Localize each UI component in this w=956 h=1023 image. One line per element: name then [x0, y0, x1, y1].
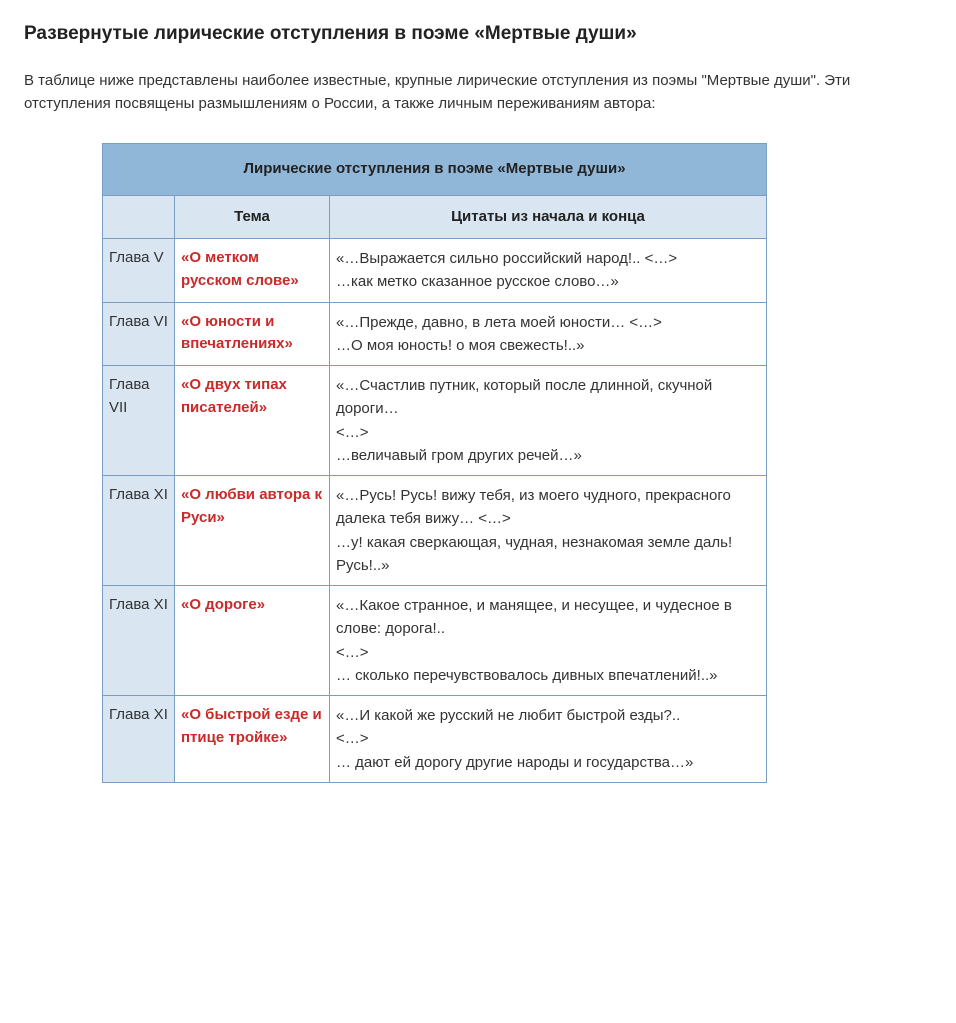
digressions-table: Лирические отступления в поэме «Мертвые …	[102, 143, 767, 783]
col-header-chapter	[103, 195, 175, 239]
cell-quote: «…Русь! Русь! вижу тебя, из моего чудног…	[330, 476, 767, 586]
col-header-quote: Цитаты из начала и конца	[330, 195, 767, 239]
col-header-topic: Тема	[175, 195, 330, 239]
table-row: Глава XI«О дороге»«…Какое странное, и ма…	[103, 586, 767, 696]
table-wrapper: Лирические отступления в поэме «Мертвые …	[102, 143, 932, 783]
cell-topic: «О метком русском слове»	[175, 239, 330, 303]
cell-chapter: Глава XI	[103, 476, 175, 586]
cell-topic: «О дороге»	[175, 586, 330, 696]
cell-topic: «О двух типах писателей»	[175, 366, 330, 476]
cell-quote: «…Выражается сильно российский народ!.. …	[330, 239, 767, 303]
cell-chapter: Глава VI	[103, 302, 175, 366]
cell-chapter: Глава XI	[103, 586, 175, 696]
cell-quote: «…Прежде, давно, в лета моей юности… <…>…	[330, 302, 767, 366]
table-row: Глава XI«О быстрой езде и птице тройке»«…	[103, 696, 767, 783]
table-row: Глава VI«О юности и впечатлениях»«…Прежд…	[103, 302, 767, 366]
table-body: Глава V«О метком русском слове»«…Выражае…	[103, 239, 767, 783]
cell-chapter: Глава XI	[103, 696, 175, 783]
table-row: Глава V«О метком русском слове»«…Выражае…	[103, 239, 767, 303]
cell-quote: «…И какой же русский не любит быстрой ез…	[330, 696, 767, 783]
cell-topic: «О юности и впечатлениях»	[175, 302, 330, 366]
cell-chapter: Глава VII	[103, 366, 175, 476]
cell-topic: «О быстрой езде и птице тройке»	[175, 696, 330, 783]
cell-quote: «…Какое странное, и манящее, и несущее, …	[330, 586, 767, 696]
page-title: Развернутые лирические отступления в поэ…	[24, 20, 932, 49]
cell-topic: «О любви автора к Руси»	[175, 476, 330, 586]
table-row: Глава XI«О любви автора к Руси»«…Русь! Р…	[103, 476, 767, 586]
table-title: Лирические отступления в поэме «Мертвые …	[103, 144, 767, 196]
table-row: Глава VII«О двух типах писателей» «…Счас…	[103, 366, 767, 476]
cell-chapter: Глава V	[103, 239, 175, 303]
intro-paragraph: В таблице ниже представлены наиболее изв…	[24, 69, 932, 116]
cell-quote: «…Счастлив путник, который после длинной…	[330, 366, 767, 476]
